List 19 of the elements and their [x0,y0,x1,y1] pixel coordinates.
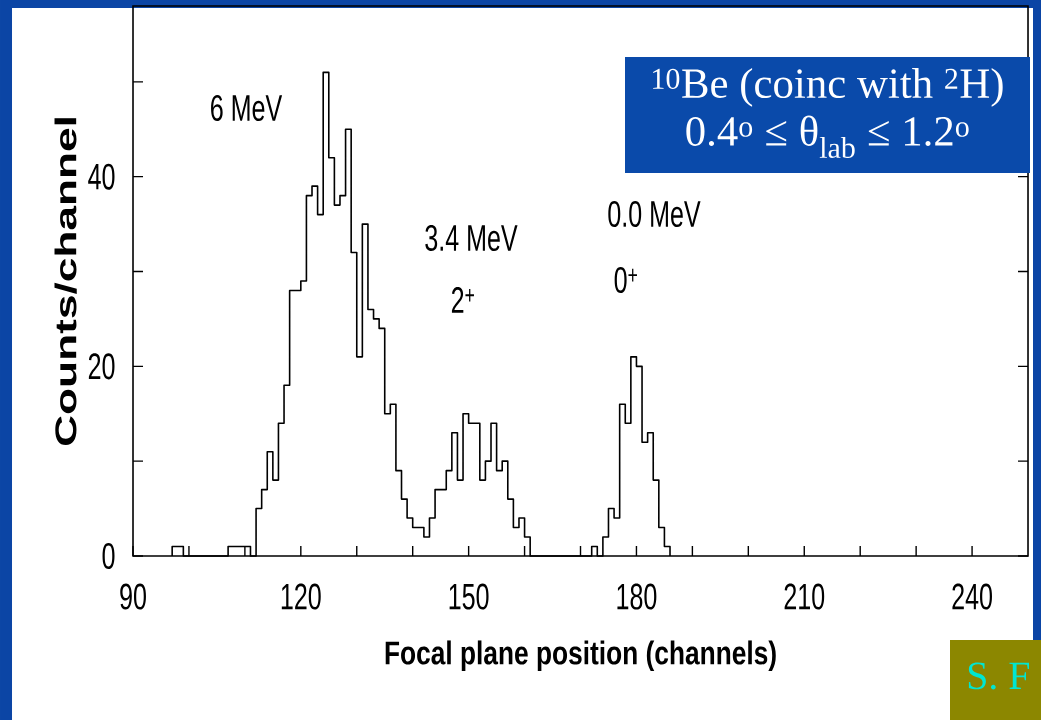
text: $^{10}$Be (coinc with $^{2}$H) [653,67,1003,107]
annotation: 0$^{+}$ [614,266,637,294]
y-tick-label: 0 [102,542,115,570]
y-tick-label: 40 [88,163,115,190]
annotation: 3.4 MeV [425,224,518,252]
x-tick-label: 210 [784,583,825,610]
annotation: 0.0 MeV [608,200,701,228]
annotation: 6 MeV [211,94,283,122]
y-axis-title: Counts/channel [54,118,77,446]
x-tick-label: 180 [617,583,657,610]
x-tick-label: 150 [449,583,489,610]
x-axis-title: Focal plane position (channels) [385,640,776,672]
x-tick-label: 120 [281,583,321,610]
x-tick-label: 90 [120,583,146,610]
annotation: 2$^{+}$ [451,287,474,313]
y-tick-label: 20 [88,353,115,380]
text: 0.4$^{o}$ ≤ θ$_{lab}$ ≤ 1.2$^{o}$ [686,115,969,159]
text: S. F [968,662,1029,690]
x-tick-label: 240 [952,583,992,610]
